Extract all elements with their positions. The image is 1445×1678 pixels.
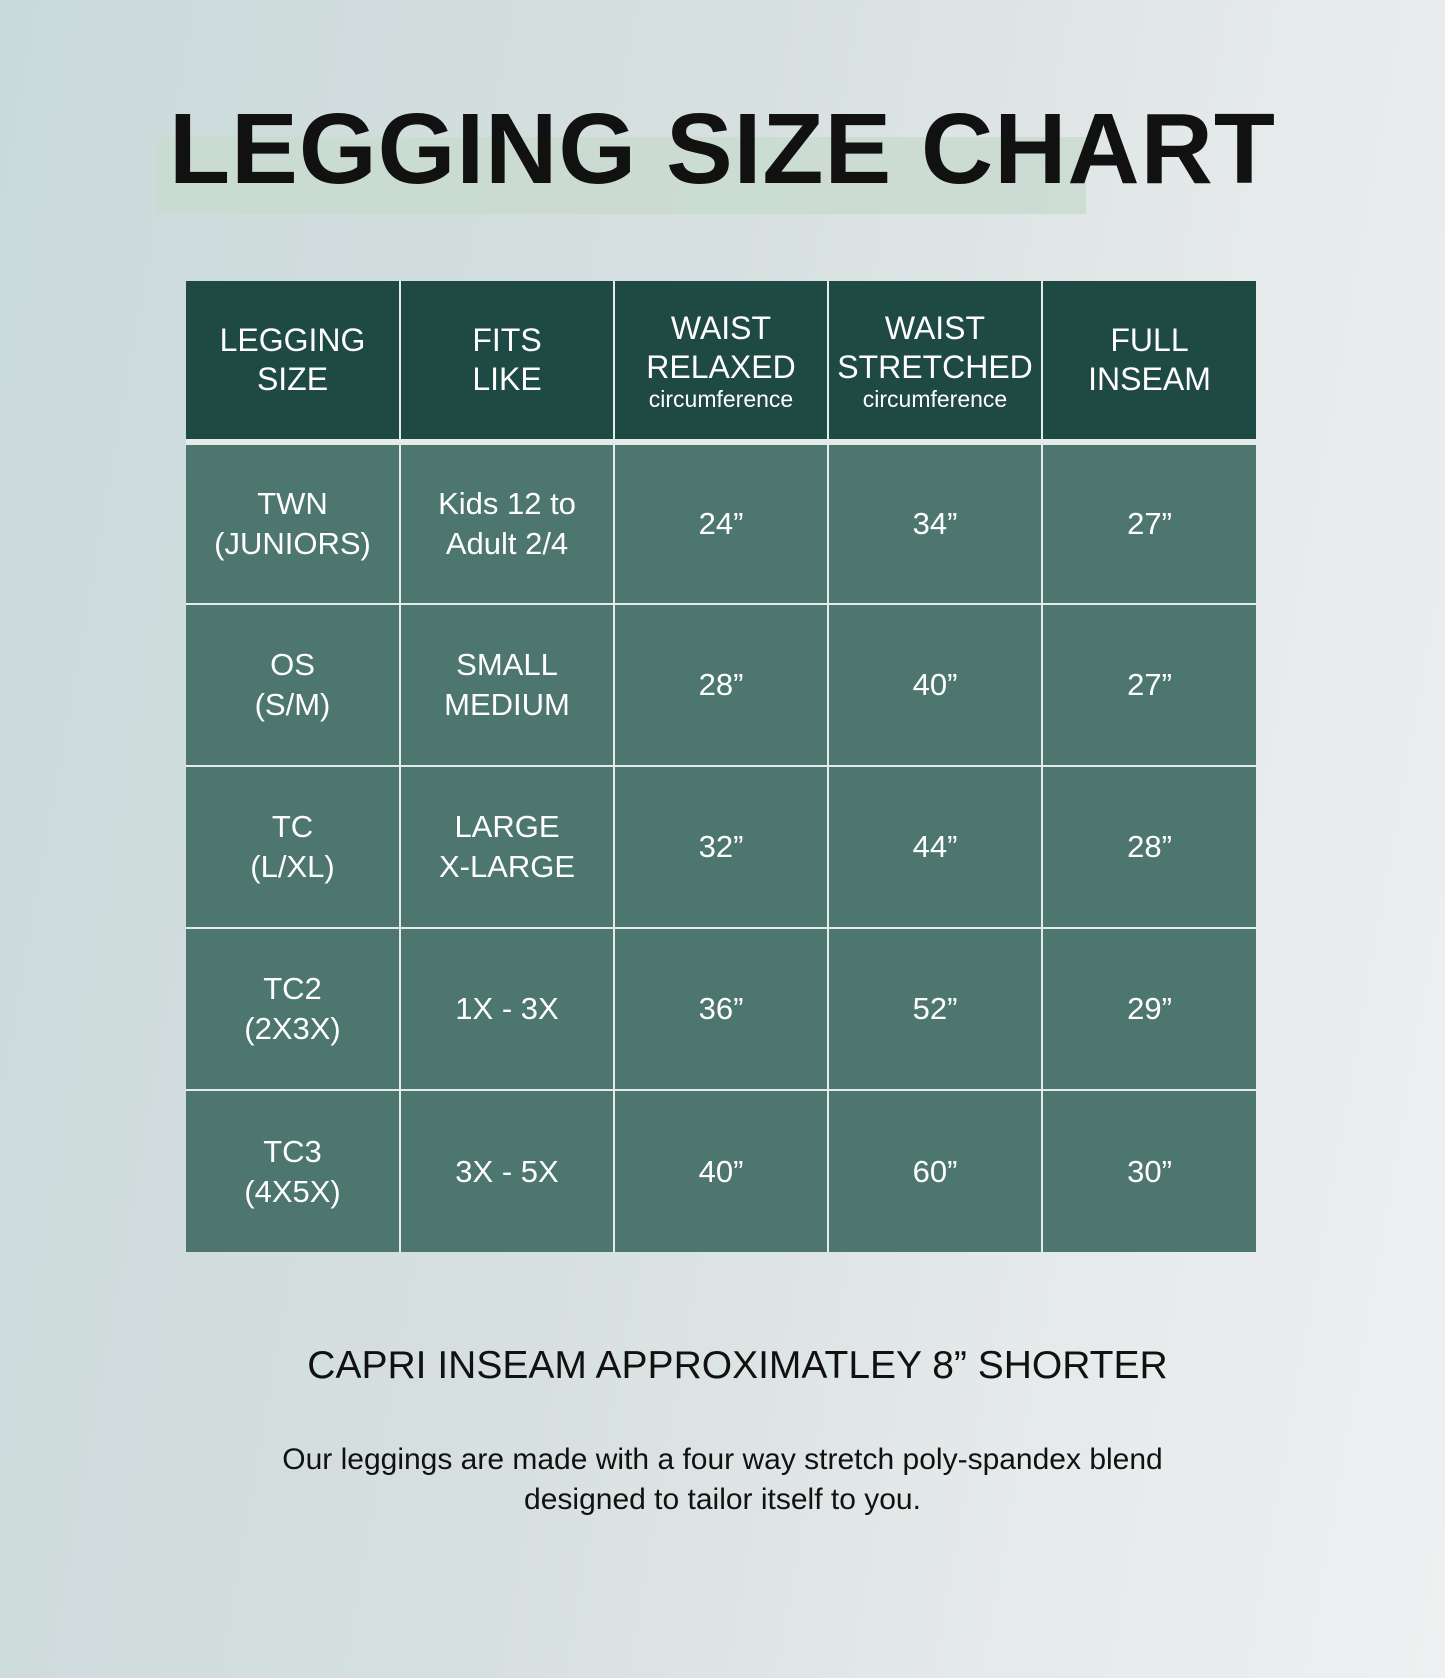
column-header: FITS LIKE [399,281,615,445]
header-sub: circumference [648,385,794,412]
cell-text: OS [270,647,315,682]
cell-text: 36” [698,991,744,1026]
cell-text: 44” [912,829,958,864]
table-cell: 30” [1041,1089,1256,1252]
cell-text: TWN [257,486,328,521]
table-row: TC2 (2X3X) 1X - 3X 36” 52” 29” [186,927,1256,1091]
header-label: LEGGING [219,322,366,358]
cell-text: 52” [912,991,958,1026]
table-cell: TC3 (4X5X) [186,1089,401,1252]
table-cell: TWN (JUNIORS) [186,441,401,605]
table-cell: 28” [1041,765,1256,929]
table-cell: 60” [827,1089,1043,1252]
table-cell: 40” [613,1089,829,1252]
table-cell: 52” [827,927,1043,1091]
table-row: TC3 (4X5X) 3X - 5X 40” 60” 30” [186,1089,1256,1252]
cell-text: 40” [912,667,958,702]
cell-text: 40” [698,1153,744,1189]
table-cell: 34” [827,441,1043,605]
header-label: WAIST [670,309,772,346]
column-header: FULL INSEAM [1041,281,1256,445]
size-chart-table: LEGGING SIZE FITS LIKE WAIST RELAXED circumfer… [186,281,1256,1252]
header-label: FULL [1110,322,1189,358]
cell-text: TC [271,809,314,844]
header-label2: STRETCHED [837,348,1033,385]
table-cell: SMALL MEDIUM [399,603,615,767]
table-cell: 32” [613,765,829,929]
table-cell: 40” [827,603,1043,767]
cell-text: 3X - 5X [455,1153,559,1189]
cell-text: X-LARGE [438,849,576,884]
table-cell: 44” [827,765,1043,929]
table-row: TWN (JUNIORS) Kids 12 to Adult 2/4 24” 34” 27” [186,441,1256,605]
cell-text: (JUNIORS) [214,526,371,561]
header-label2: SIZE [256,361,329,397]
cell-text: 28” [698,667,744,702]
header-label: WAIST [884,309,986,346]
cell-text: 28” [1127,829,1172,864]
table-row: TC (L/XL) LARGE X-LARGE 32” 44” 28” [186,765,1256,929]
cell-text: (S/M) [254,687,331,722]
cell-text: 60” [912,1153,958,1189]
cell-text: SMALL [456,647,558,682]
cell-text: 29” [1127,991,1172,1026]
table-row: OS (S/M) SMALL MEDIUM 28” 40” 27” [186,603,1256,767]
table-cell: OS (S/M) [186,603,401,767]
description-line-2: designed to tailor itself to you. [524,1483,921,1516]
column-header: WAIST STRETCHED circumference [827,281,1043,445]
cell-text: Kids 12 to [438,486,576,521]
table-cell: 28” [613,603,829,767]
description-line-1: Our leggings are made with a four way st… [282,1443,1163,1476]
table-cell: 27” [1041,441,1256,605]
page-title: LEGGING SIZE CHART [169,93,1276,205]
table-cell: 29” [1041,927,1256,1091]
table-cell: TC (L/XL) [186,765,401,929]
cell-text: (4X5X) [244,1173,341,1209]
header-label2: RELAXED [646,348,796,385]
header-label: FITS [472,322,542,358]
table-cell: 27” [1041,603,1256,767]
cell-text: (L/XL) [250,849,335,884]
cell-text: 27” [1127,667,1172,702]
cell-text: TC3 [263,1133,322,1169]
cell-text: 32” [698,829,744,864]
description: Our leggings are made with a four way st… [0,1440,1445,1520]
cell-text: LARGE [454,809,560,844]
cell-text: 30” [1127,1153,1172,1189]
header-row: LEGGING SIZE FITS LIKE WAIST RELAXED circumfer… [186,281,1256,445]
table-cell: 36” [613,927,829,1091]
header-sub: circumference [862,385,1008,412]
cell-text: Adult 2/4 [445,526,569,561]
cell-text: 27” [1127,506,1172,541]
cell-text: 24” [698,506,744,541]
cell-text: TC2 [263,971,322,1006]
capri-note: CAPRI INSEAM APPROXIMATLEY 8” SHORTER [307,1344,1168,1387]
cell-text: (2X3X) [244,1011,341,1046]
header-label2: INSEAM [1088,361,1211,397]
cell-text: 1X - 3X [455,991,559,1026]
cell-text: MEDIUM [444,687,570,722]
title-highlight [155,137,1086,214]
header-label2: LIKE [472,361,542,397]
column-header: LEGGING SIZE [186,281,401,445]
table-cell: Kids 12 to Adult 2/4 [399,441,615,605]
table-cell: TC2 (2X3X) [186,927,401,1091]
table-cell: LARGE X-LARGE [399,765,615,929]
cell-text: 34” [912,506,958,541]
table-cell: 24” [613,441,829,605]
column-header: WAIST RELAXED circumference [613,281,829,445]
table-cell: 3X - 5X [399,1089,615,1252]
table-cell: 1X - 3X [399,927,615,1091]
